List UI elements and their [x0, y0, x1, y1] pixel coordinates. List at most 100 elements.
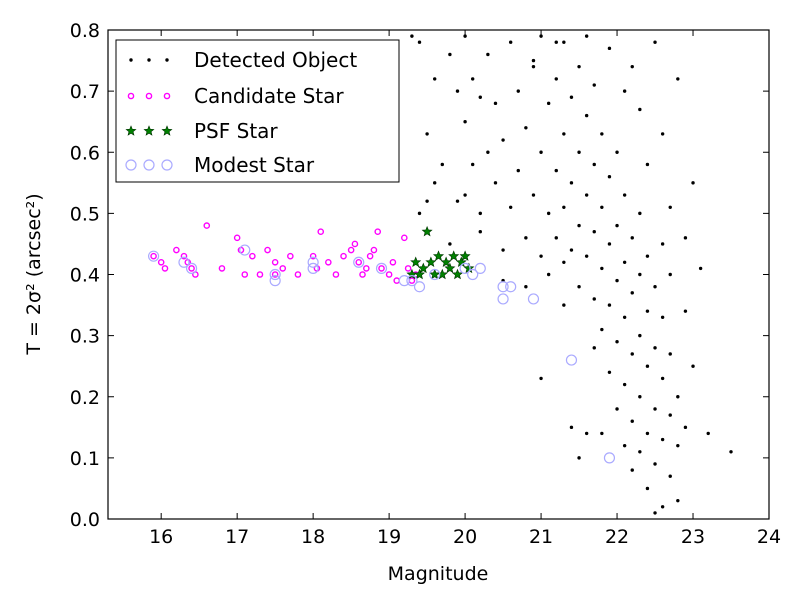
point-dot	[478, 230, 482, 234]
point-dot	[615, 278, 619, 283]
legend: Detected Object Candidate Star PSF Star …	[115, 39, 400, 183]
point-circle	[353, 256, 365, 268]
point-dot	[584, 193, 589, 197]
point-circle	[269, 268, 281, 281]
legend-marker-ring	[127, 92, 135, 100]
point-dot	[660, 242, 665, 246]
point-ring	[374, 228, 382, 236]
point-dot	[683, 425, 688, 430]
point-dot	[554, 77, 558, 81]
point-ring	[363, 265, 370, 272]
point-dot	[607, 303, 612, 307]
point-dot	[668, 272, 672, 277]
y-tick-label: 0.5	[70, 203, 100, 225]
point-ring	[294, 271, 302, 278]
point-dot	[546, 101, 551, 106]
point-ring	[347, 246, 355, 254]
point-dot	[524, 285, 528, 289]
legend-marker-circle	[125, 159, 137, 171]
legend-label-detected: Detected Object	[194, 48, 357, 72]
point-dot	[577, 223, 581, 228]
point-dot	[607, 175, 612, 179]
point-dot	[630, 64, 634, 69]
point-circle	[307, 256, 319, 268]
point-ring	[233, 234, 241, 242]
point-dot	[615, 223, 619, 228]
legend-marker-circle	[161, 159, 173, 171]
point-dot	[417, 40, 422, 44]
point-circle	[603, 452, 616, 464]
point-ring	[389, 258, 397, 266]
point-dot	[562, 303, 566, 307]
point-dot	[539, 150, 543, 154]
point-dot	[463, 119, 467, 124]
point-dot	[668, 205, 672, 209]
point-ring	[271, 271, 279, 278]
point-circle	[497, 281, 509, 293]
point-ring	[256, 271, 264, 278]
point-star	[417, 262, 429, 274]
series-2	[406, 225, 475, 280]
point-circle	[413, 281, 426, 293]
point-dot	[410, 34, 414, 38]
point-dot	[622, 443, 627, 448]
point-dot	[622, 193, 627, 197]
legend-label-modest: Modest Star	[194, 153, 315, 177]
point-circle	[467, 268, 479, 281]
point-dot	[676, 443, 680, 448]
point-dot	[584, 431, 589, 436]
point-dot	[660, 505, 665, 509]
x-axis-title: Magnitude	[388, 563, 489, 585]
point-dot	[577, 285, 581, 289]
point-dot	[691, 364, 695, 368]
point-ring	[355, 258, 363, 266]
x-tick-label: 21	[529, 526, 553, 548]
point-dot	[577, 150, 581, 154]
x-tick-label: 24	[757, 526, 781, 548]
point-dot	[600, 205, 604, 209]
point-dot	[524, 236, 528, 240]
point-circle	[527, 293, 540, 305]
point-dot	[706, 431, 710, 436]
point-dot	[660, 376, 665, 381]
point-dot	[638, 211, 642, 216]
point-dot	[562, 205, 566, 209]
point-ring	[401, 234, 408, 242]
point-dot	[554, 168, 558, 173]
point-dot	[668, 413, 672, 417]
point-ring	[359, 271, 366, 278]
legend-marker-ring	[145, 92, 153, 100]
point-dot	[577, 456, 581, 460]
point-ring	[332, 271, 340, 278]
legend-label-candidate: Candidate Star	[194, 84, 344, 108]
point-dot	[676, 77, 680, 81]
point-dot	[676, 498, 680, 503]
point-dot	[638, 450, 642, 454]
point-dot	[531, 58, 536, 63]
legend-marker-star	[143, 125, 155, 136]
point-dot	[622, 89, 627, 93]
point-ring	[404, 265, 412, 272]
point-circle	[239, 244, 251, 256]
point-dot	[501, 138, 505, 142]
point-circle	[375, 262, 388, 274]
point-dot	[448, 52, 452, 57]
series-0	[410, 34, 733, 515]
point-ring	[173, 246, 180, 254]
y-axis-title: T = 2σ² (arcsec²)	[23, 193, 45, 355]
point-dot	[615, 150, 619, 154]
point-dot	[478, 95, 482, 99]
point-circle	[147, 250, 160, 262]
point-dot	[554, 40, 558, 44]
point-dot	[539, 34, 543, 38]
point-dot	[486, 150, 490, 154]
point-star	[425, 256, 437, 267]
point-circle	[474, 262, 486, 274]
legend-marker-circle	[143, 159, 155, 171]
point-dot	[653, 285, 657, 289]
point-dot	[638, 107, 642, 112]
point-dot	[622, 315, 627, 319]
point-dot	[676, 395, 680, 399]
legend-marker-ring	[163, 92, 171, 100]
